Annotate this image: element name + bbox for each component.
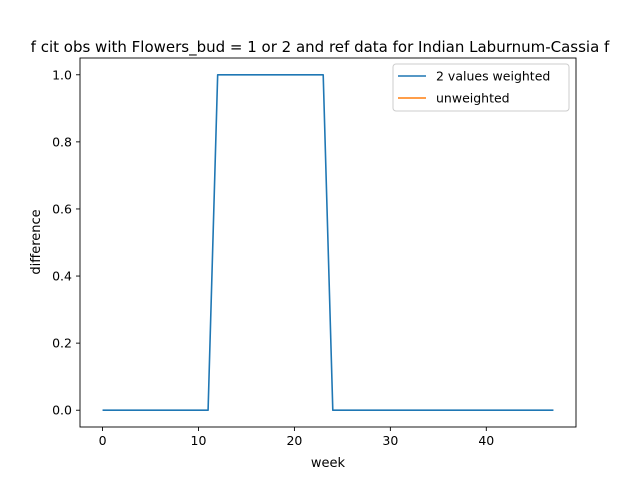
x-tick-label: 40 bbox=[478, 433, 494, 448]
y-tick-label: 0.0 bbox=[52, 403, 72, 418]
x-tick-label: 10 bbox=[191, 433, 207, 448]
legend: 2 values weighted unweighted bbox=[392, 63, 570, 112]
series-line-1 bbox=[102, 73, 554, 412]
x-tick-label: 20 bbox=[286, 433, 302, 448]
axes-frame bbox=[79, 57, 577, 428]
y-tick-label: 0.6 bbox=[52, 201, 72, 216]
x-axis-label: week bbox=[311, 456, 346, 471]
legend-box bbox=[392, 63, 570, 112]
x-tick-label: 30 bbox=[382, 433, 398, 448]
legend-label-1: 2 values weighted bbox=[436, 69, 550, 84]
series-layer bbox=[102, 73, 554, 412]
y-tick-label: 0.8 bbox=[52, 134, 72, 149]
chart-title: f cit obs with Flowers_bud = 1 or 2 and … bbox=[31, 38, 610, 57]
y-tick-label: 1.0 bbox=[52, 67, 72, 82]
y-tick-label: 0.4 bbox=[52, 269, 72, 284]
y-tick-label: 0.2 bbox=[52, 336, 72, 351]
x-tick-label: 0 bbox=[99, 433, 107, 448]
legend-label-2: unweighted bbox=[436, 91, 510, 106]
axes-layer: 0 10 20 30 40 0.0 0.2 0.4 0.6 0.8 1.0 bbox=[52, 57, 577, 448]
y-axis-label: difference bbox=[29, 209, 44, 274]
